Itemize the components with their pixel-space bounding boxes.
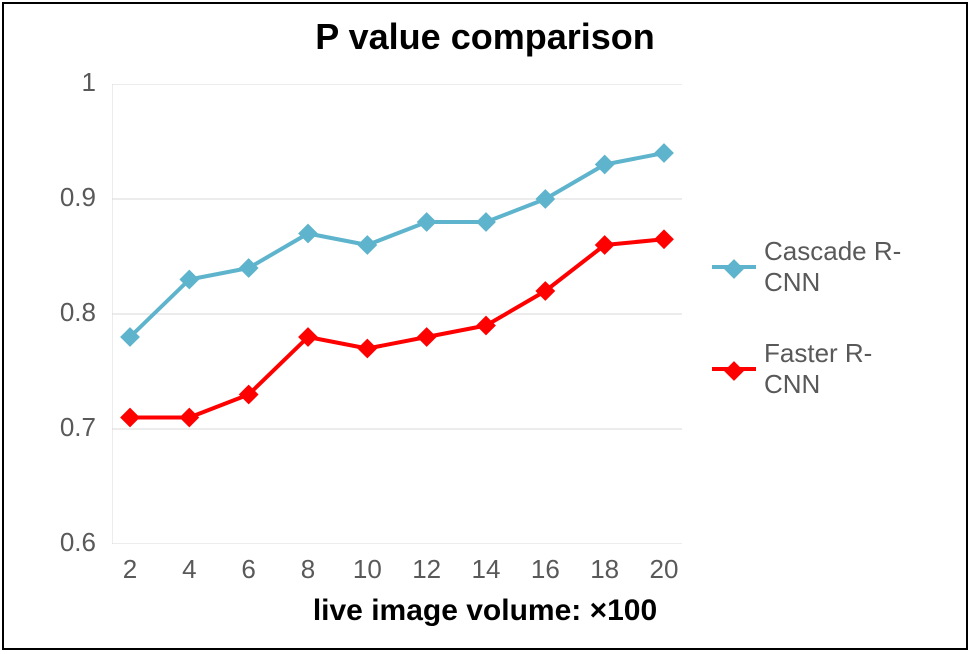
legend-swatch — [712, 367, 756, 371]
series-marker — [417, 212, 437, 232]
x-tick-label: 16 — [531, 554, 560, 585]
x-tick-label: 10 — [353, 554, 382, 585]
series-marker — [179, 408, 199, 428]
x-axis-title: live image volume: ×100 — [4, 594, 966, 628]
y-tick-label: 0.6 — [60, 527, 96, 558]
series-marker — [298, 224, 318, 244]
plot-area — [112, 84, 682, 544]
series-marker — [120, 408, 140, 428]
series-marker — [654, 143, 674, 163]
y-tick-label: 1 — [82, 67, 96, 98]
y-tick-label: 0.7 — [60, 412, 96, 443]
series-marker — [417, 327, 437, 347]
x-tick-label: 14 — [472, 554, 501, 585]
x-tick-label: 4 — [182, 554, 196, 585]
series-marker — [595, 155, 615, 175]
y-tick-label: 0.9 — [60, 182, 96, 213]
chart-title: P value comparison — [4, 16, 966, 58]
series-marker — [357, 339, 377, 359]
series-line-0 — [130, 153, 664, 337]
chart-frame: P value comparison live image volume: ×1… — [2, 2, 968, 650]
series-marker — [476, 212, 496, 232]
x-tick-label: 20 — [650, 554, 679, 585]
legend-label: Cascade R- CNN — [764, 236, 901, 298]
series-marker — [239, 258, 259, 278]
legend: Cascade R- CNN Faster R- CNN — [712, 236, 901, 441]
series-marker — [476, 316, 496, 336]
series-marker — [535, 189, 555, 209]
x-tick-label: 6 — [241, 554, 255, 585]
x-tick-label: 8 — [301, 554, 315, 585]
chart-svg — [112, 84, 682, 544]
x-tick-label: 12 — [412, 554, 441, 585]
legend-item: Cascade R- CNN — [712, 236, 901, 298]
series-marker — [357, 235, 377, 255]
y-tick-label: 0.8 — [60, 297, 96, 328]
series-marker — [654, 229, 674, 249]
series-line-1 — [130, 239, 664, 417]
legend-label: Faster R- CNN — [764, 338, 872, 400]
x-tick-label: 18 — [590, 554, 619, 585]
legend-swatch — [712, 265, 756, 269]
x-tick-label: 2 — [123, 554, 137, 585]
legend-item: Faster R- CNN — [712, 338, 901, 400]
